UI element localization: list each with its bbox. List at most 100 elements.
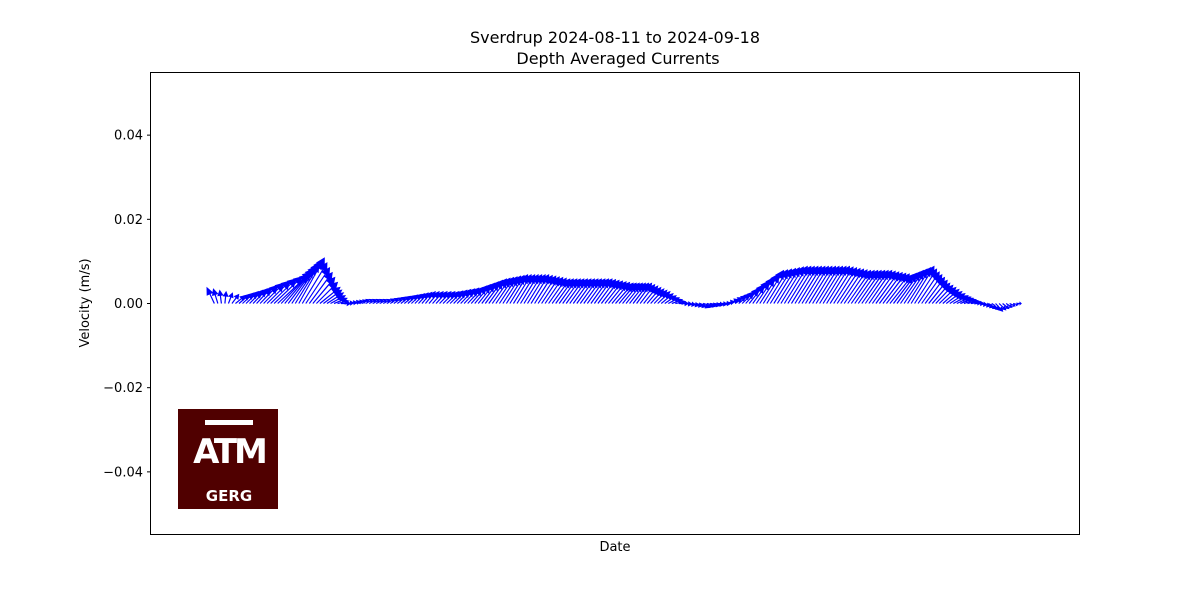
current-arrow — [657, 290, 671, 304]
current-arrow — [604, 280, 624, 304]
current-arrow — [572, 278, 592, 304]
current-arrow — [871, 270, 896, 304]
current-arrow — [618, 282, 637, 304]
current-arrow — [397, 296, 407, 304]
current-arrow — [270, 278, 297, 304]
current-arrow — [668, 297, 680, 304]
current-arrow — [491, 277, 511, 304]
current-arrow — [284, 268, 315, 304]
current-arrow — [727, 298, 740, 305]
current-arrow — [805, 265, 829, 304]
current-arrow — [995, 303, 1004, 312]
current-arrow — [544, 276, 564, 304]
current-arrow — [812, 265, 836, 304]
current-arrow — [259, 284, 279, 304]
current-arrow — [477, 282, 496, 304]
current-arrow — [815, 265, 840, 304]
current-arrow — [555, 278, 574, 304]
current-arrow — [741, 290, 756, 304]
y-tick-label: 0.04 — [114, 129, 143, 144]
current-arrow — [917, 271, 940, 304]
current-arrow — [843, 269, 868, 304]
current-arrow — [512, 274, 532, 304]
current-arrow — [488, 278, 507, 304]
current-arrow — [291, 262, 320, 304]
x-axis-label: Date — [599, 540, 630, 555]
current-arrow — [583, 278, 602, 304]
current-arrow — [280, 271, 312, 304]
current-arrow — [984, 303, 995, 309]
current-arrow — [646, 286, 662, 304]
current-arrow — [903, 268, 928, 304]
current-arrow — [998, 303, 1007, 311]
current-arrow — [861, 269, 886, 304]
y-axis-label: Velocity (m/s) — [78, 258, 93, 347]
current-arrow — [351, 299, 361, 305]
current-arrow — [516, 274, 536, 304]
current-arrow — [312, 276, 336, 304]
current-arrow — [498, 276, 518, 304]
current-arrow — [400, 295, 411, 304]
current-arrow — [227, 292, 234, 304]
logo-caption: GERG — [206, 487, 252, 505]
current-arrow — [608, 281, 627, 304]
current-arrow — [576, 278, 595, 304]
current-arrow — [527, 274, 546, 304]
current-arrow — [836, 267, 861, 304]
current-arrow — [404, 295, 415, 304]
current-arrow — [653, 289, 668, 304]
current-arrow — [263, 282, 285, 304]
current-arrow — [773, 267, 796, 304]
current-arrow — [330, 295, 347, 304]
current-arrow — [790, 265, 815, 304]
current-arrow — [671, 298, 684, 305]
current-arrow — [411, 293, 422, 304]
current-arrow — [900, 269, 924, 304]
current-arrow — [808, 265, 833, 304]
logo-background — [178, 409, 278, 509]
current-arrow — [393, 297, 403, 304]
current-arrow — [252, 288, 268, 304]
current-arrow — [755, 276, 775, 304]
current-arrow — [600, 279, 620, 304]
current-arrow — [896, 271, 921, 304]
current-arrow — [882, 272, 907, 304]
y-tick-label: 0.02 — [114, 213, 143, 228]
current-arrow — [593, 278, 613, 304]
plot-frame — [150, 72, 1080, 535]
current-arrow — [833, 267, 858, 304]
current-arrow — [217, 289, 224, 304]
current-arrow — [857, 269, 882, 304]
current-arrow — [787, 265, 812, 304]
current-arrow — [798, 265, 822, 304]
current-arrow — [386, 298, 395, 304]
current-arrow — [548, 277, 567, 304]
current-arrow — [822, 265, 847, 304]
current-arrow — [991, 303, 1001, 311]
current-arrow — [759, 273, 780, 304]
current-arrow — [238, 293, 251, 304]
current-arrow — [562, 278, 581, 304]
current-arrow — [850, 269, 875, 304]
current-arrow — [502, 275, 522, 304]
current-arrow — [783, 265, 808, 304]
current-arrow — [766, 269, 788, 304]
current-arrow — [942, 288, 960, 304]
current-arrow — [748, 283, 765, 304]
current-arrow — [914, 268, 938, 304]
current-arrow — [660, 293, 674, 304]
current-arrow — [878, 271, 903, 304]
current-arrow — [481, 281, 500, 304]
current-arrow — [889, 274, 914, 304]
current-arrow — [1016, 301, 1022, 306]
current-arrow — [864, 269, 889, 304]
current-arrow — [235, 295, 246, 304]
current-arrow — [699, 302, 711, 309]
current-arrow — [333, 297, 348, 305]
current-arrow — [505, 274, 525, 304]
current-arrow — [829, 266, 854, 304]
current-arrow — [579, 278, 599, 304]
current-arrow — [752, 280, 770, 304]
current-arrow — [945, 290, 963, 304]
